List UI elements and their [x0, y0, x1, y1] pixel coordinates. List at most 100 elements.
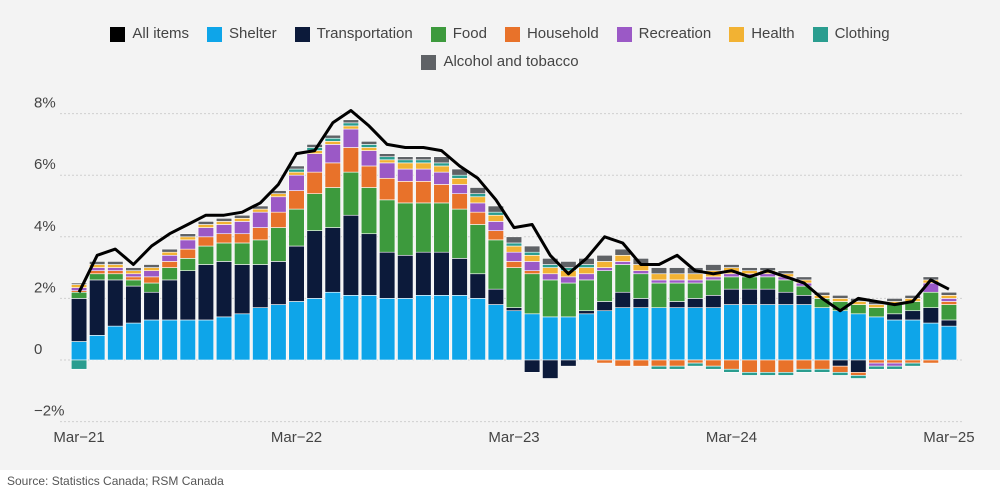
bar-transportation: [759, 288, 776, 305]
legend-label: Household: [526, 25, 599, 42]
bar-recreation: [433, 171, 450, 185]
bar-shelter: [143, 319, 160, 361]
bar-transportation: [940, 319, 958, 327]
bar-household: [922, 359, 939, 364]
bar-shelter: [360, 295, 378, 361]
x-tick-label: Mar−24: [706, 429, 757, 446]
bar-household: [234, 233, 251, 244]
bar-recreation: [415, 168, 432, 182]
bar-transportation: [433, 251, 450, 296]
bar-household: [524, 270, 541, 275]
bar-food: [306, 193, 323, 231]
bar-health: [542, 267, 559, 275]
bar-transportation: [524, 359, 541, 373]
bar-shelter: [524, 313, 541, 361]
bar-household: [832, 365, 849, 373]
bar-household: [125, 276, 142, 281]
bar-household: [777, 359, 794, 373]
bar-alcohol-and-tobacco: [777, 270, 794, 275]
bar-clothing: [741, 372, 758, 376]
legend-item-household: Household: [504, 20, 599, 48]
bar-alcohol-and-tobacco: [524, 245, 541, 253]
bar-household: [614, 359, 631, 367]
bar-household: [669, 359, 686, 367]
bar-shelter: [886, 319, 903, 361]
bar-transportation: [687, 298, 704, 308]
legend-swatch: [421, 54, 437, 70]
legend-label: Alcohol and tobacco: [443, 53, 579, 70]
bar-shelter: [487, 304, 504, 361]
bar-food: [687, 282, 704, 299]
bar-clothing: [70, 359, 88, 370]
bar-food: [125, 279, 142, 287]
bar-recreation: [759, 273, 776, 278]
bar-food: [542, 279, 559, 318]
legend-item-food: Food: [430, 20, 487, 48]
bars: [70, 119, 958, 379]
bar-health: [342, 125, 359, 130]
bar-health: [70, 284, 88, 288]
bar-health: [252, 208, 269, 213]
bar-household: [850, 372, 867, 376]
bar-alcohol-and-tobacco: [125, 267, 142, 271]
bar-recreation: [125, 273, 142, 278]
legend-item-recreation: Recreation: [616, 20, 711, 48]
bar-food: [415, 202, 432, 253]
bar-transportation: [252, 264, 269, 308]
bar-shelter: [542, 316, 559, 361]
bar-alcohol-and-tobacco: [197, 221, 215, 225]
bar-food: [759, 276, 776, 290]
bar-clothing: [360, 144, 378, 148]
bar-food: [922, 291, 939, 308]
bar-household: [886, 359, 903, 364]
bar-shelter: [868, 316, 885, 361]
bar-food: [578, 279, 595, 312]
bar-clothing: [342, 122, 359, 127]
bar-transportation: [614, 291, 631, 308]
bar-shelter: [723, 304, 740, 361]
bar-food: [723, 276, 740, 290]
bar-shelter: [505, 310, 523, 361]
bar-recreation: [270, 196, 287, 213]
bar-recreation: [650, 279, 668, 284]
bar-transportation: [904, 310, 921, 321]
bar-food: [650, 282, 668, 308]
bar-household: [161, 261, 178, 268]
bar-clothing: [795, 368, 813, 373]
bar-alcohol-and-tobacco: [723, 264, 740, 268]
bar-recreation: [197, 227, 215, 238]
bar-transportation: [342, 214, 359, 296]
bar-shelter: [777, 304, 794, 361]
bar-health: [397, 162, 414, 170]
bar-household: [469, 211, 486, 225]
legend-label: Shelter: [229, 25, 277, 42]
bar-health: [451, 177, 468, 185]
x-axis-ticks: Mar−21 Mar−22 Mar−23 Mar−24 Mar−25: [53, 429, 974, 446]
bar-alcohol-and-tobacco: [669, 267, 686, 275]
bar-health: [596, 261, 613, 268]
bar-recreation: [487, 221, 504, 231]
bar-shelter: [650, 307, 668, 361]
bar-food: [850, 304, 867, 315]
bar-shelter: [451, 295, 468, 361]
bar-clothing: [705, 365, 722, 370]
bar-food: [524, 273, 541, 315]
bar-food: [469, 224, 486, 275]
bar-recreation: [886, 362, 903, 367]
bar-clothing: [324, 137, 341, 142]
bar-alcohol-and-tobacco: [741, 267, 758, 271]
bar-food: [143, 282, 160, 293]
bar-shelter: [759, 304, 776, 361]
bar-clothing: [487, 211, 504, 216]
bar-household: [270, 211, 287, 228]
bar-clothing: [469, 193, 486, 198]
bar-recreation: [451, 184, 468, 194]
bar-transportation: [886, 313, 903, 321]
bar-transportation: [451, 258, 468, 296]
bar-alcohol-and-tobacco: [795, 276, 813, 281]
bar-recreation: [360, 150, 378, 167]
legend-swatch: [504, 26, 520, 42]
bar-household: [107, 270, 124, 275]
bar-shelter: [614, 307, 631, 361]
legend-label: Health: [751, 25, 795, 42]
